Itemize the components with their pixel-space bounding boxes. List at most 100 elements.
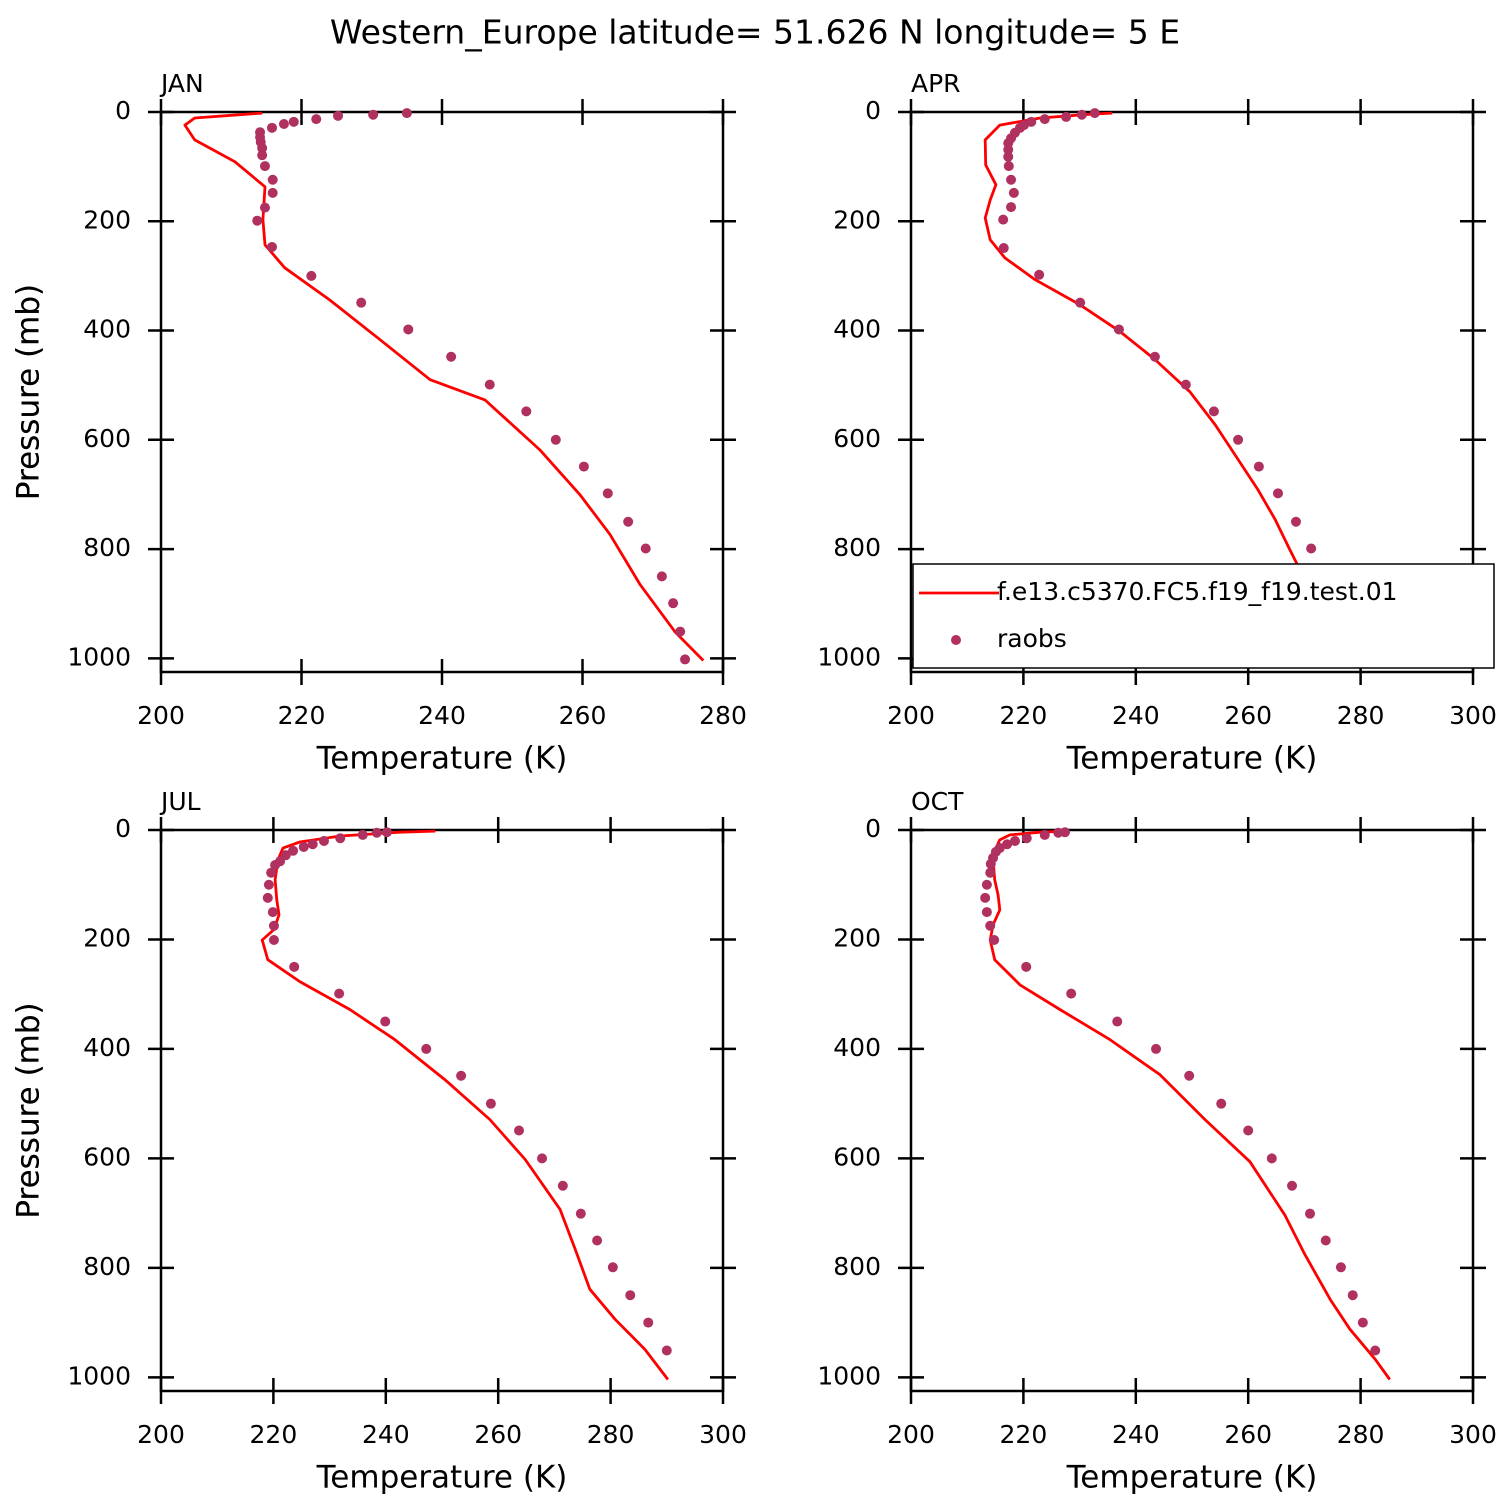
obs-point [263, 879, 274, 890]
obs-point [259, 161, 270, 172]
panel-title: JAN [159, 69, 204, 98]
obs-point [421, 1043, 432, 1054]
model-line [260, 829, 670, 1381]
obs-point [985, 867, 996, 878]
x-tick-label: 220 [250, 1420, 298, 1449]
obs-point [1180, 379, 1191, 390]
y-axis-label: Pressure (mb) [11, 1002, 47, 1218]
legend-marker [951, 635, 961, 645]
obs-point [661, 1345, 672, 1356]
obs-point [1320, 1235, 1331, 1246]
obs-point [1006, 174, 1017, 185]
obs-point [623, 516, 634, 527]
y-tick-label: 200 [83, 923, 131, 952]
x-tick-label: 280 [587, 1420, 635, 1449]
obs-point [307, 839, 318, 850]
y-tick-label: 600 [833, 424, 881, 453]
obs-point [1243, 1125, 1254, 1136]
x-tick-label: 260 [559, 701, 607, 730]
obs-point [371, 827, 382, 838]
y-tick-label: 800 [833, 1252, 881, 1281]
x-tick-label: 280 [699, 701, 747, 730]
panel: APR Temperature (K) Pressure (mb) 0 200 400 60… [11, 69, 1497, 777]
obs-point [1112, 1016, 1123, 1027]
y-tick-label: 0 [865, 96, 881, 125]
obs-point [1076, 109, 1087, 120]
obs-point [266, 241, 277, 252]
obs-point [278, 119, 289, 130]
obs-point [357, 829, 368, 840]
model-line [183, 111, 705, 662]
obs-point [625, 1290, 636, 1301]
y-tick-label: 200 [833, 923, 881, 952]
obs-point [640, 543, 651, 554]
y-axis-label: Pressure (mb) [11, 1002, 47, 1218]
obs-point [266, 867, 277, 878]
y-tick-label: 400 [83, 1033, 131, 1062]
y-tick-label: 800 [833, 533, 881, 562]
obs-point [989, 935, 1000, 946]
x-tick-label: 300 [1449, 701, 1497, 730]
obs-point [368, 109, 379, 120]
panel-title: APR [911, 69, 961, 98]
obs-point [1066, 988, 1077, 999]
y-tick-label: 0 [865, 814, 881, 843]
obs-point [1151, 1043, 1162, 1054]
x-tick-label: 200 [137, 1420, 185, 1449]
y-tick-label: 400 [833, 1033, 881, 1062]
x-tick-label: 200 [887, 701, 935, 730]
obs-point [1021, 961, 1032, 972]
obs-point [267, 174, 278, 185]
y-tick-label: 400 [833, 315, 881, 344]
x-tick-label: 240 [1112, 1420, 1160, 1449]
obs-point [592, 1235, 603, 1246]
y-tick-label: 1000 [817, 1361, 881, 1390]
obs-point [1306, 543, 1317, 554]
obs-point [1290, 516, 1301, 527]
x-tick-label: 200 [887, 1420, 935, 1449]
obs-point [1021, 833, 1032, 844]
obs-point [335, 833, 346, 844]
obs-point [267, 907, 278, 918]
obs-point [1006, 202, 1017, 213]
obs-point [381, 827, 392, 838]
obs-point [298, 841, 309, 852]
y-axis-label: Pressure (mb) [11, 284, 47, 500]
y-tick-label: 800 [83, 533, 131, 562]
obs-point [1216, 1098, 1227, 1109]
page-title: Western_Europe latitude= 51.626 N longit… [330, 13, 1180, 52]
obs-point [288, 116, 299, 127]
obs-point [1357, 1317, 1368, 1328]
y-tick-label: 1000 [67, 1361, 131, 1390]
obs-point [1113, 324, 1124, 335]
obs-point [262, 892, 273, 903]
plot-frame [159, 110, 725, 674]
obs-point [306, 270, 317, 281]
obs-point [985, 920, 996, 931]
obs-point [270, 860, 281, 871]
panel-title: OCT [911, 787, 964, 816]
x-axis-label: Temperature (K) [316, 1460, 568, 1496]
obs-point [1039, 829, 1050, 840]
obs-point [257, 150, 268, 161]
obs-point [1089, 108, 1100, 119]
obs-point [680, 654, 691, 665]
obs-point [266, 122, 277, 133]
y-axis-label: Pressure (mb) [11, 284, 47, 500]
x-tick-label: 300 [1449, 1420, 1497, 1449]
x-tick-label: 300 [699, 1420, 747, 1449]
obs-point [578, 461, 589, 472]
obs-point [257, 143, 268, 154]
obs-point [1370, 1345, 1381, 1356]
obs-point [259, 202, 270, 213]
obs-point [1347, 1290, 1358, 1301]
y-tick-label: 0 [115, 96, 131, 125]
legend-box [912, 563, 1495, 669]
obs-point [675, 626, 686, 637]
obs-point [1287, 1180, 1298, 1191]
obs-point [484, 379, 495, 390]
obs-point [643, 1317, 654, 1328]
obs-point [456, 1070, 467, 1081]
obs-point [981, 879, 992, 890]
